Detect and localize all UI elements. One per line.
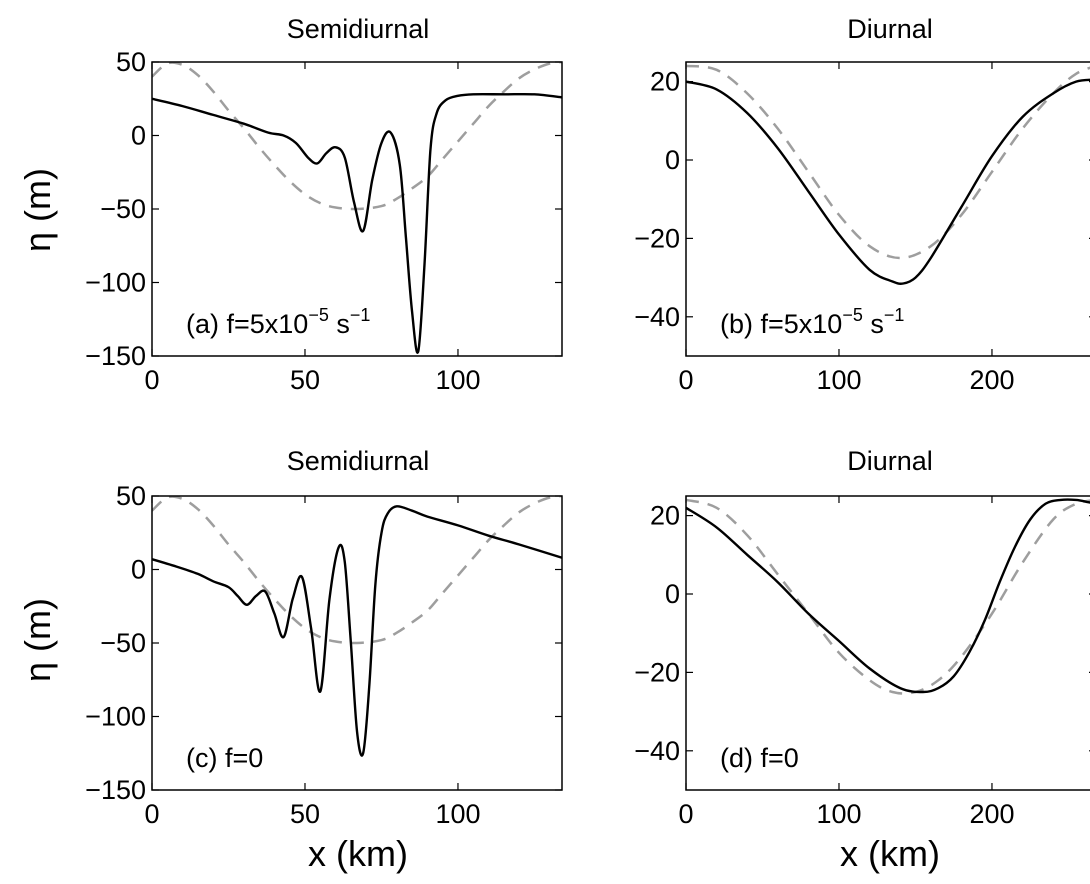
panel-d-xtick-label: 0: [678, 799, 693, 829]
panel-c-ylabel: η (m): [17, 598, 58, 682]
panel-c-xtick-label: 50: [290, 799, 320, 829]
panel-c-annotation: (c) f=0: [186, 743, 263, 773]
panel-b-xtick-label: 100: [816, 365, 861, 395]
panel-a-annotation: (a) f=5x10−5 s−1: [186, 305, 370, 339]
panel-b-xtick-label: 200: [969, 365, 1014, 395]
panel-a-ytick-label: −150: [85, 341, 146, 371]
panel-b-series-solid-line: [686, 78, 1090, 285]
panel-d-title: Diurnal: [847, 446, 933, 476]
panel-d-ytick-label: 20: [650, 501, 680, 531]
panel-d-xtick-label: 200: [969, 799, 1014, 829]
panel-b-ytick-label: 0: [665, 145, 680, 175]
panel-c-xtick-label: 100: [435, 799, 480, 829]
panel-a-ylabel: η (m): [17, 168, 58, 252]
panel-c-ytick-label: 50: [116, 481, 146, 511]
panel-c-title: Semidiurnal: [287, 446, 430, 476]
panel-b-annotation: (b) f=5x10−5 s−1: [720, 305, 904, 339]
panel-a-ytick-label: 50: [116, 47, 146, 77]
panel-d-series-solid-line: [686, 498, 1090, 694]
panel-d-ytick-label: −40: [634, 736, 680, 766]
panel-c-frame: [151, 495, 563, 791]
panel-a-frame: [151, 61, 563, 357]
panel-b-frame: [685, 61, 1090, 357]
panel-c-series-solid-line: [152, 505, 562, 757]
panel-d-annotation: (d) f=0: [720, 743, 799, 773]
panel-d-xlabel: x (km): [840, 833, 940, 874]
panel-a-xtick-label: 0: [144, 365, 159, 395]
panel-b-ytick-label: −40: [634, 302, 680, 332]
panel-b-series-dashed-line: [686, 64, 1090, 260]
panel-a-series-dashed-line: [152, 62, 562, 211]
panel-d-frame: [685, 495, 1090, 791]
panel-a-series-solid-line: [152, 92, 562, 354]
panel-a-ytick-label: −50: [100, 194, 146, 224]
panel-a: Semidiurnal 0 50 100 50 0 −50 −100 −150 (a) f=5…: [17, 14, 563, 395]
panel-c-ytick-label: −50: [100, 628, 146, 658]
panel-c-ytick-label: −100: [85, 702, 146, 732]
panel-a-xtick-label: 50: [290, 365, 320, 395]
panel-d-ytick-label: −20: [634, 657, 680, 687]
panel-c-xlabel: x (km): [308, 833, 408, 874]
panel-c-ytick-label: −150: [85, 775, 146, 805]
panel-d-ytick-label: 0: [665, 579, 680, 609]
panel-b-title: Diurnal: [847, 14, 933, 44]
panel-b-ytick-label: −20: [634, 223, 680, 253]
panel-a-ytick-label: 0: [131, 121, 146, 151]
panel-d-series-dashed-line: [686, 498, 1090, 695]
panel-b-ytick-label: 20: [650, 67, 680, 97]
panel-c-ytick-label: 0: [131, 555, 146, 585]
panel-a-ytick-label: −100: [85, 268, 146, 298]
panel-a-xtick-label: 100: [435, 365, 480, 395]
panel-a-title: Semidiurnal: [287, 14, 430, 44]
panel-c-xtick-label: 0: [144, 799, 159, 829]
panel-c: Semidiurnal 0 50 100 50 0 −50 −100 −150 (c) f=0…: [17, 446, 563, 874]
panel-d-xtick-label: 100: [816, 799, 861, 829]
panel-b-xtick-label: 0: [678, 365, 693, 395]
panel-b-plot-area: [686, 62, 1090, 356]
panel-d-plot-area: [686, 496, 1090, 790]
panel-c-series-dashed-line: [152, 496, 562, 645]
